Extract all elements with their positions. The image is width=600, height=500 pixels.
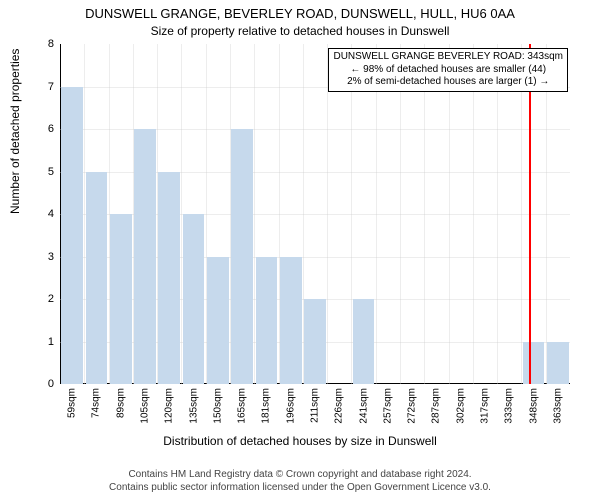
x-tick-label: 181sqm xyxy=(261,388,272,424)
x-tick-label: 135sqm xyxy=(188,388,199,424)
x-tick-label: 257sqm xyxy=(382,388,393,424)
bar xyxy=(256,257,278,385)
x-tick-label: 105sqm xyxy=(140,388,151,424)
y-tick-label: 8 xyxy=(30,38,54,50)
grid-v xyxy=(424,44,425,384)
bar xyxy=(280,257,302,385)
y-axis-title: Number of detached properties xyxy=(8,49,22,214)
y-tick-label: 1 xyxy=(30,336,54,348)
plot-area: 01234567859sqm74sqm89sqm105sqm120sqm135s… xyxy=(60,44,570,384)
footer-line-1: Contains HM Land Registry data © Crown c… xyxy=(0,468,600,481)
grid-v xyxy=(546,44,547,384)
footer-line-2: Contains public sector information licen… xyxy=(0,481,600,494)
chart-title: DUNSWELL GRANGE, BEVERLEY ROAD, DUNSWELL… xyxy=(0,6,600,21)
page-root: DUNSWELL GRANGE, BEVERLEY ROAD, DUNSWELL… xyxy=(0,0,600,500)
bar xyxy=(134,129,156,384)
x-tick-label: 196sqm xyxy=(285,388,296,424)
x-tick-label: 59sqm xyxy=(67,388,78,418)
bar xyxy=(304,299,326,384)
x-tick-label: 89sqm xyxy=(115,388,126,418)
x-tick-label: 287sqm xyxy=(431,388,442,424)
bar xyxy=(61,87,83,385)
bar xyxy=(110,214,132,384)
x-tick-label: 241sqm xyxy=(358,388,369,424)
grid-v xyxy=(449,44,450,384)
bar xyxy=(547,342,569,385)
x-axis-title: Distribution of detached houses by size … xyxy=(0,434,600,448)
y-tick-label: 6 xyxy=(30,123,54,135)
y-tick-label: 7 xyxy=(30,81,54,93)
x-tick-label: 363sqm xyxy=(552,388,563,424)
x-tick-label: 317sqm xyxy=(480,388,491,424)
grid-v xyxy=(473,44,474,384)
y-tick-label: 2 xyxy=(30,293,54,305)
x-tick-label: 74sqm xyxy=(91,388,102,418)
grid-v xyxy=(400,44,401,384)
marker-line xyxy=(529,44,531,384)
grid-v xyxy=(327,44,328,384)
footer: Contains HM Land Registry data © Crown c… xyxy=(0,468,600,494)
y-tick-label: 4 xyxy=(30,208,54,220)
bar xyxy=(207,257,229,385)
annotation-box: DUNSWELL GRANGE BEVERLEY ROAD: 343sqm← 9… xyxy=(328,48,568,92)
x-tick-label: 120sqm xyxy=(164,388,175,424)
grid-v xyxy=(521,44,522,384)
x-tick-label: 348sqm xyxy=(528,388,539,424)
grid-v xyxy=(376,44,377,384)
x-tick-label: 150sqm xyxy=(212,388,223,424)
annotation-line: 2% of semi-detached houses are larger (1… xyxy=(333,76,563,89)
x-tick-label: 272sqm xyxy=(407,388,418,424)
y-tick-label: 5 xyxy=(30,166,54,178)
bar xyxy=(353,299,375,384)
grid-v xyxy=(497,44,498,384)
x-tick-label: 165sqm xyxy=(237,388,248,424)
bar xyxy=(183,214,205,384)
y-tick-label: 3 xyxy=(30,251,54,263)
bar xyxy=(158,172,180,385)
bar xyxy=(523,342,545,385)
plot-inner: 01234567859sqm74sqm89sqm105sqm120sqm135s… xyxy=(60,44,570,384)
x-tick-label: 333sqm xyxy=(504,388,515,424)
x-tick-label: 302sqm xyxy=(455,388,466,424)
bar xyxy=(86,172,108,385)
x-tick-label: 211sqm xyxy=(310,388,321,423)
x-tick-label: 226sqm xyxy=(334,388,345,424)
chart-subtitle: Size of property relative to detached ho… xyxy=(0,24,600,38)
bar xyxy=(231,129,253,384)
annotation-line: DUNSWELL GRANGE BEVERLEY ROAD: 343sqm xyxy=(333,51,563,64)
annotation-line: ← 98% of detached houses are smaller (44… xyxy=(333,64,563,77)
y-tick-label: 0 xyxy=(30,378,54,390)
